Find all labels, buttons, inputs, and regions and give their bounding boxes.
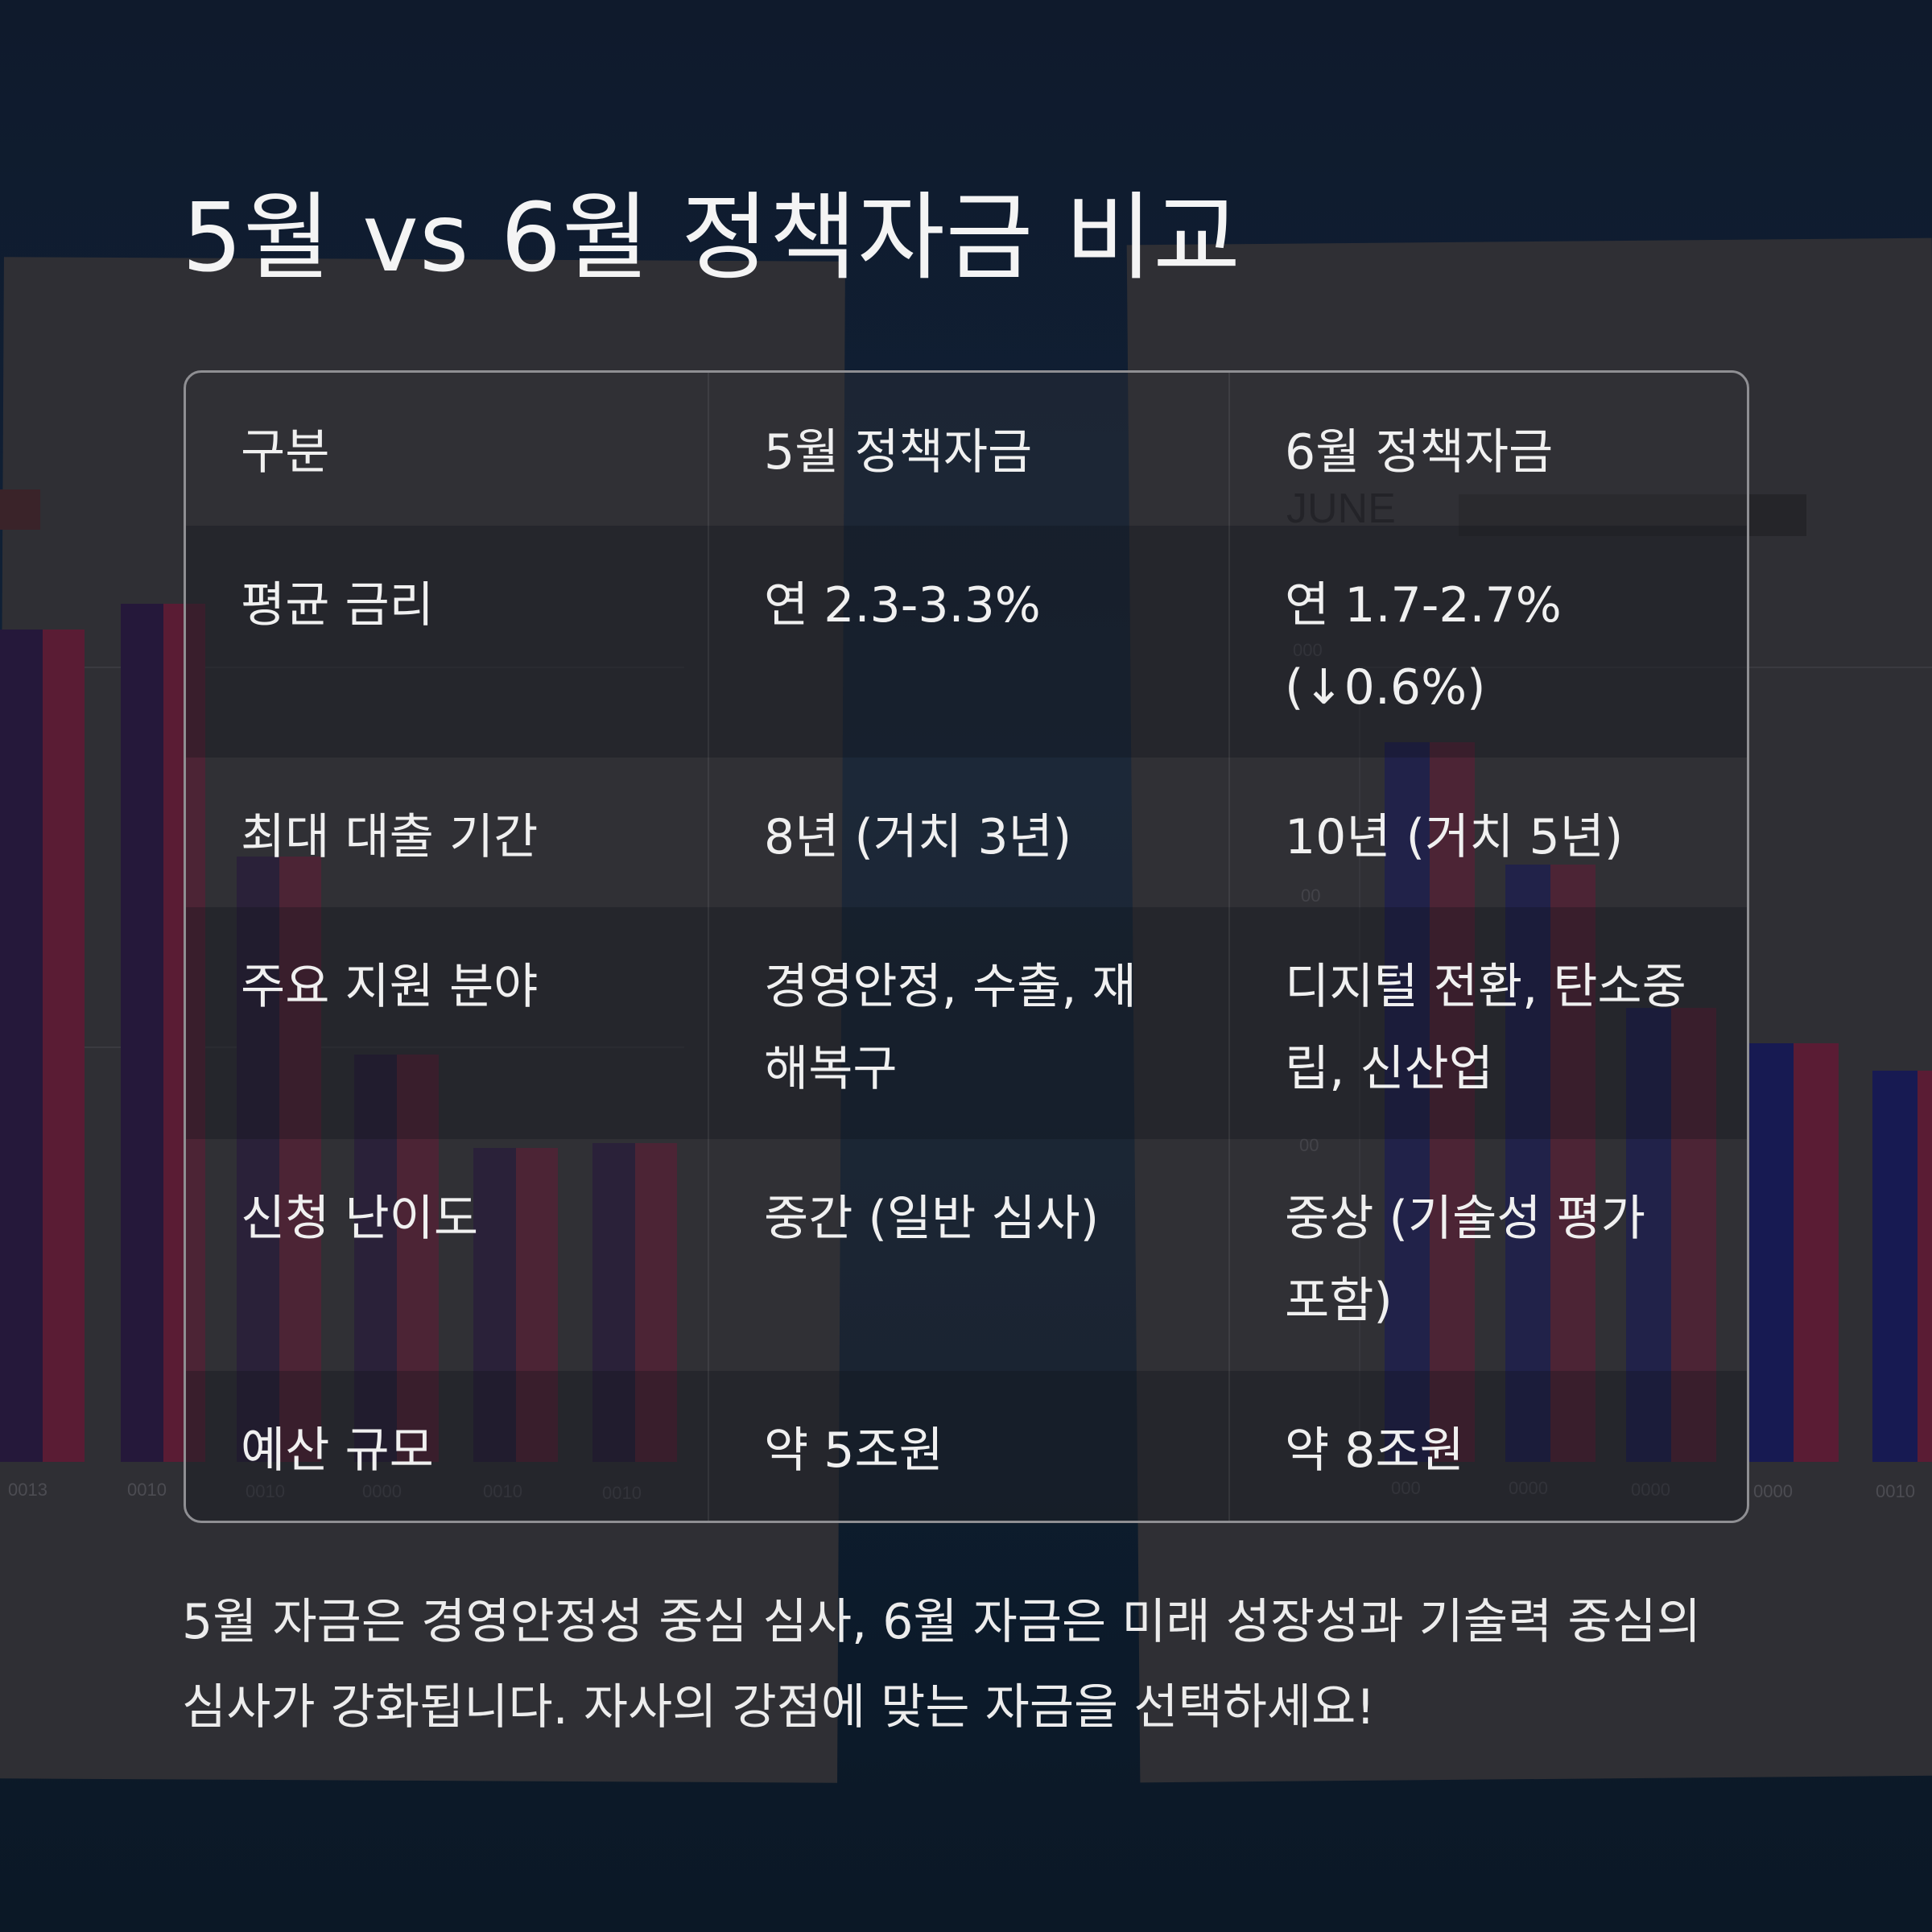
- may-value: 약 5조원: [708, 1371, 1228, 1521]
- comparison-table: 구분 5월 정책자금 6월 정책자금 평균 금리 연 2.3-3.3% 연 1.…: [184, 370, 1749, 1523]
- june-value: 중상 (기술성 평가 포함): [1228, 1139, 1747, 1371]
- axis-tick-label: 00: [1301, 886, 1321, 906]
- chart-bar: [237, 857, 279, 1462]
- june-value: 디지털 전환, 탄소중립, 신산업: [1228, 907, 1747, 1139]
- gridline: [1360, 667, 1932, 668]
- x-tick-label: 0000: [1631, 1480, 1670, 1500]
- chart-bar: [396, 1055, 439, 1462]
- right-chart-axis: [1359, 700, 1360, 1465]
- may-value: 경영안정, 수출, 재해복구: [708, 907, 1228, 1139]
- chart-bar: [42, 630, 85, 1462]
- table-row: 평균 금리 연 2.3-3.3% 연 1.7-2.7% (↓0.6%): [186, 526, 1747, 758]
- table-header-cell: 5월 정책자금: [708, 373, 1228, 526]
- table-header-row: 구분 5월 정책자금 6월 정책자금: [186, 373, 1747, 526]
- june-value: 10년 (거치 5년): [1228, 758, 1747, 907]
- left-chart-legend-swatch: [0, 489, 40, 530]
- x-tick-label: 0013: [8, 1480, 47, 1500]
- row-label: 평균 금리: [241, 577, 434, 634]
- chart-bar: [1748, 1043, 1794, 1462]
- chart-bar: [1550, 865, 1596, 1462]
- table-header-cell: 6월 정책자금: [1228, 373, 1747, 526]
- table-header-cell: 구분: [241, 424, 330, 481]
- table-row: 예산 규모 약 5조원 약 8조원: [186, 1371, 1747, 1521]
- chart-bar: [1626, 1008, 1671, 1462]
- table-row: 신청 난이도 중간 (일반 심사) 중상 (기술성 평가 포함): [186, 1139, 1747, 1371]
- gridline: [0, 667, 684, 668]
- x-tick-label: 0010: [483, 1481, 522, 1501]
- june-value: 약 8조원: [1228, 1371, 1747, 1521]
- table-row: 주요 지원 분야 경영안정, 수출, 재해복구 디지털 전환, 탄소중립, 신산…: [186, 907, 1747, 1139]
- x-tick-label: 0010: [127, 1480, 167, 1500]
- chart-bar: [1794, 1043, 1839, 1462]
- table-row: 최대 대출 기간 8년 (거치 3년) 10년 (거치 5년): [186, 758, 1747, 907]
- chart-bar: [1385, 742, 1430, 1462]
- page-title: 5월 vs 6월 정책자금 비교: [182, 182, 1241, 293]
- chart-bar: [473, 1148, 516, 1462]
- right-chart-label: JUNE: [1286, 485, 1396, 532]
- chart-bar: [515, 1148, 558, 1462]
- x-tick-label: 0000: [362, 1481, 402, 1501]
- chart-bar: [279, 857, 321, 1462]
- chart-bar: [1671, 1008, 1716, 1462]
- row-label: 예산 규모: [241, 1422, 434, 1479]
- x-tick-label: 000: [1391, 1478, 1421, 1498]
- chart-bar: [1505, 865, 1550, 1462]
- may-value: 8년 (거치 3년): [708, 758, 1228, 907]
- row-label: 최대 대출 기간: [241, 809, 539, 865]
- gridline: [0, 1046, 684, 1048]
- chart-bar: [634, 1143, 677, 1462]
- row-label: 주요 지원 분야: [241, 959, 539, 1015]
- x-tick-label: 0000: [1753, 1481, 1793, 1501]
- may-value: 연 2.3-3.3%: [708, 526, 1228, 758]
- row-label: 신청 난이도: [241, 1191, 479, 1247]
- chart-bar: [592, 1143, 635, 1462]
- x-tick-label: 0010: [1876, 1481, 1915, 1501]
- chart-bar: [1872, 1071, 1918, 1462]
- x-tick-label: 0010: [246, 1481, 285, 1501]
- june-value: 연 1.7-2.7% (↓0.6%): [1228, 526, 1747, 758]
- chart-bar: [354, 1055, 397, 1462]
- chart-bar: [0, 630, 43, 1462]
- summary-note: 5월 자금은 경영안정성 중심 심사, 6월 자금은 미래 성장성과 기술력 중…: [182, 1594, 1701, 1736]
- may-value: 중간 (일반 심사): [708, 1139, 1228, 1371]
- x-tick-label: 0010: [602, 1483, 642, 1503]
- chart-bar: [1918, 1071, 1932, 1462]
- chart-bar: [1430, 742, 1475, 1462]
- axis-tick-label: 000: [1293, 640, 1323, 660]
- x-tick-label: 0000: [1509, 1478, 1548, 1498]
- axis-tick-label: 00: [1299, 1135, 1319, 1155]
- chart-bar: [121, 604, 163, 1462]
